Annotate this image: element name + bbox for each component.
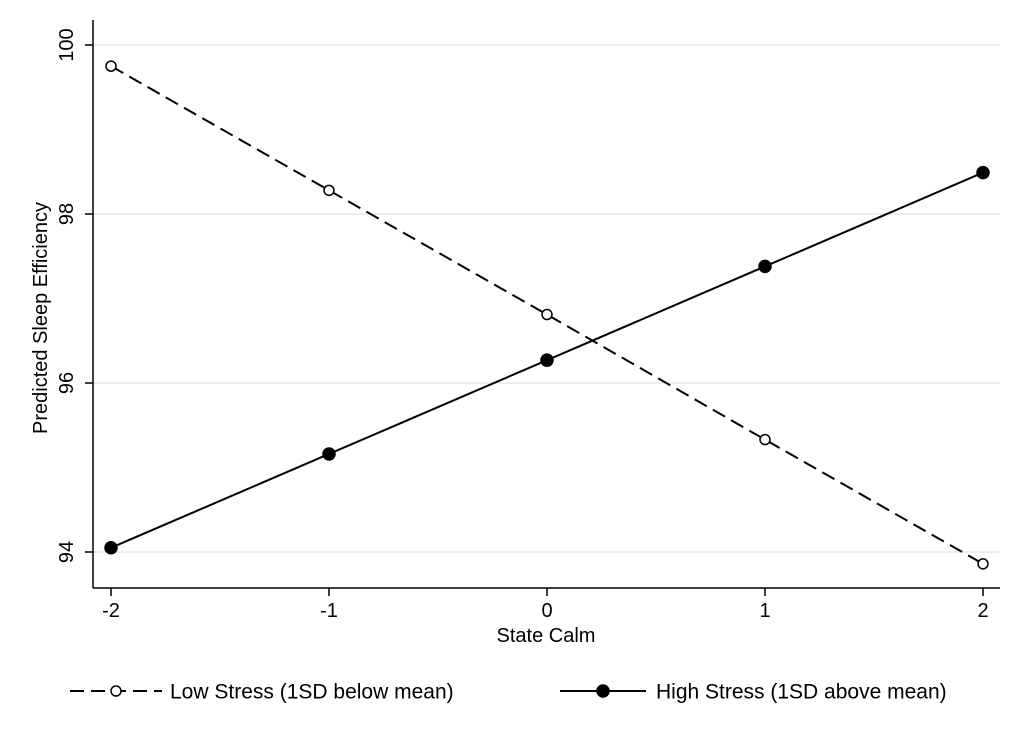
data-point-0-0 — [105, 60, 117, 72]
x-tick-label-0: 0 — [541, 600, 552, 622]
x-axis-title: State Calm — [497, 625, 596, 647]
data-point-1-1 — [322, 447, 336, 461]
data-point-1-2 — [540, 353, 554, 367]
y-axis-title: Predicted Sleep Efficiency — [30, 202, 52, 434]
legend-label-0: Low Stress (1SD below mean) — [170, 680, 454, 703]
x-tick-label-1: 1 — [759, 600, 770, 622]
x-tick-label--2: -2 — [102, 600, 120, 622]
legend-marker-0 — [110, 685, 122, 697]
legend-label-1: High Stress (1SD above mean) — [656, 680, 947, 703]
y-tick-label-98: 98 — [56, 203, 78, 225]
legend-marker-1 — [596, 684, 610, 698]
data-point-0-1 — [323, 184, 335, 197]
legend: Low Stress (1SD below mean) High Stress (… — [70, 680, 947, 703]
data-point-0-4 — [977, 558, 989, 570]
data-point-1-0 — [104, 541, 118, 555]
y-tick-label-94: 94 — [56, 541, 78, 563]
data-point-0-3 — [759, 433, 771, 446]
x-tick-label-2: 2 — [977, 600, 988, 622]
x-tick-label--1: -1 — [320, 600, 338, 622]
y-tick-label-100: 100 — [56, 28, 78, 61]
y-axis-ticks: 94 96 98 100 — [56, 28, 93, 563]
data-point-1-3 — [758, 259, 772, 274]
data-point-1-4 — [976, 165, 990, 180]
series-layer — [104, 60, 990, 570]
y-tick-label-96: 96 — [56, 372, 78, 394]
gridlines — [93, 44, 1000, 553]
x-axis-ticks: -2 -1 0 1 2 — [102, 588, 989, 622]
data-point-0-2 — [541, 308, 553, 321]
